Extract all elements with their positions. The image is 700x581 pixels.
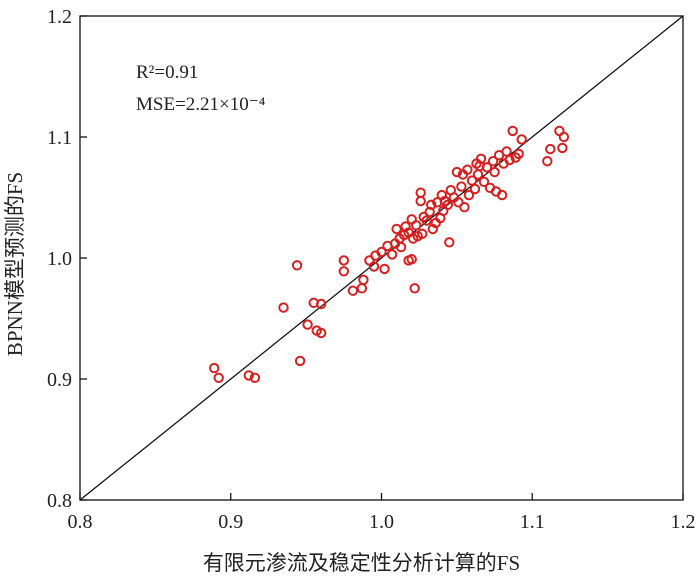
data-point (451, 166, 463, 178)
data-point (456, 181, 467, 192)
data-point (302, 319, 313, 330)
mse-annotation: MSE=2.21×10⁻⁴ (136, 94, 266, 115)
data-point (376, 246, 387, 258)
data-point (442, 199, 453, 211)
r-squared-annotation: R²=0.91 (136, 62, 198, 83)
data-point (243, 370, 255, 381)
x-tick-label: 1.1 (520, 511, 545, 533)
x-tick-label: 0.9 (218, 511, 243, 533)
data-point (558, 131, 570, 143)
reference-line-y-equals-x (79, 15, 684, 501)
data-point (489, 166, 500, 178)
data-point (472, 169, 484, 180)
data-points (209, 125, 570, 383)
x-tick-label: 1.0 (369, 511, 394, 533)
data-point (316, 298, 327, 310)
data-point (417, 228, 428, 240)
data-point (557, 142, 568, 154)
data-point (481, 162, 493, 173)
data-point (409, 283, 420, 294)
y-tick-label: 1.1 (47, 127, 72, 149)
x-tick-label: 0.8 (68, 511, 93, 533)
data-point (475, 153, 487, 165)
data-point (291, 260, 303, 271)
data-point (545, 143, 556, 155)
x-tick-label: 1.2 (671, 511, 696, 533)
data-point (406, 254, 417, 265)
data-point (338, 255, 349, 266)
data-point (507, 125, 518, 137)
data-point (249, 372, 261, 383)
data-point (316, 327, 327, 339)
data-point (391, 223, 402, 235)
data-point (462, 164, 473, 175)
plot-area (79, 15, 684, 501)
data-point (504, 154, 515, 166)
data-point (516, 134, 527, 145)
data-point (379, 263, 390, 275)
x-axis: 0.8 0.9 1.0 1.1 1.2 (68, 493, 696, 533)
y-tick-label: 1.2 (47, 6, 72, 28)
data-point (386, 249, 398, 260)
y-axis: 0.8 0.9 1.0 1.1 1.2 (47, 6, 87, 512)
x-axis-title: 有限元渗流及稳定性分析计算的FS (203, 551, 520, 575)
data-point (356, 283, 368, 294)
data-point (415, 187, 426, 198)
data-point (444, 237, 455, 248)
data-point (421, 215, 432, 226)
data-point (513, 148, 524, 160)
data-point (368, 261, 380, 272)
data-point (463, 189, 475, 201)
data-point (542, 156, 553, 167)
data-point (411, 220, 422, 231)
data-point (395, 241, 407, 253)
y-tick-label: 0.8 (47, 490, 72, 512)
data-point (487, 156, 499, 167)
data-point (469, 183, 481, 195)
data-point (415, 195, 426, 207)
data-point (278, 302, 289, 313)
data-point (478, 176, 490, 188)
data-point (496, 189, 508, 201)
data-point (338, 266, 349, 277)
data-point (501, 146, 512, 157)
data-point (426, 199, 437, 211)
y-tick-label: 0.9 (47, 369, 72, 391)
y-axis-title: BPNN模型预测的FS (3, 172, 27, 356)
data-point (294, 355, 306, 367)
data-point (347, 285, 359, 296)
data-point (453, 197, 464, 208)
data-point (459, 202, 470, 213)
data-point (358, 274, 369, 285)
y-tick-label: 1.0 (47, 248, 72, 270)
data-point (213, 372, 224, 383)
data-point (209, 362, 220, 374)
